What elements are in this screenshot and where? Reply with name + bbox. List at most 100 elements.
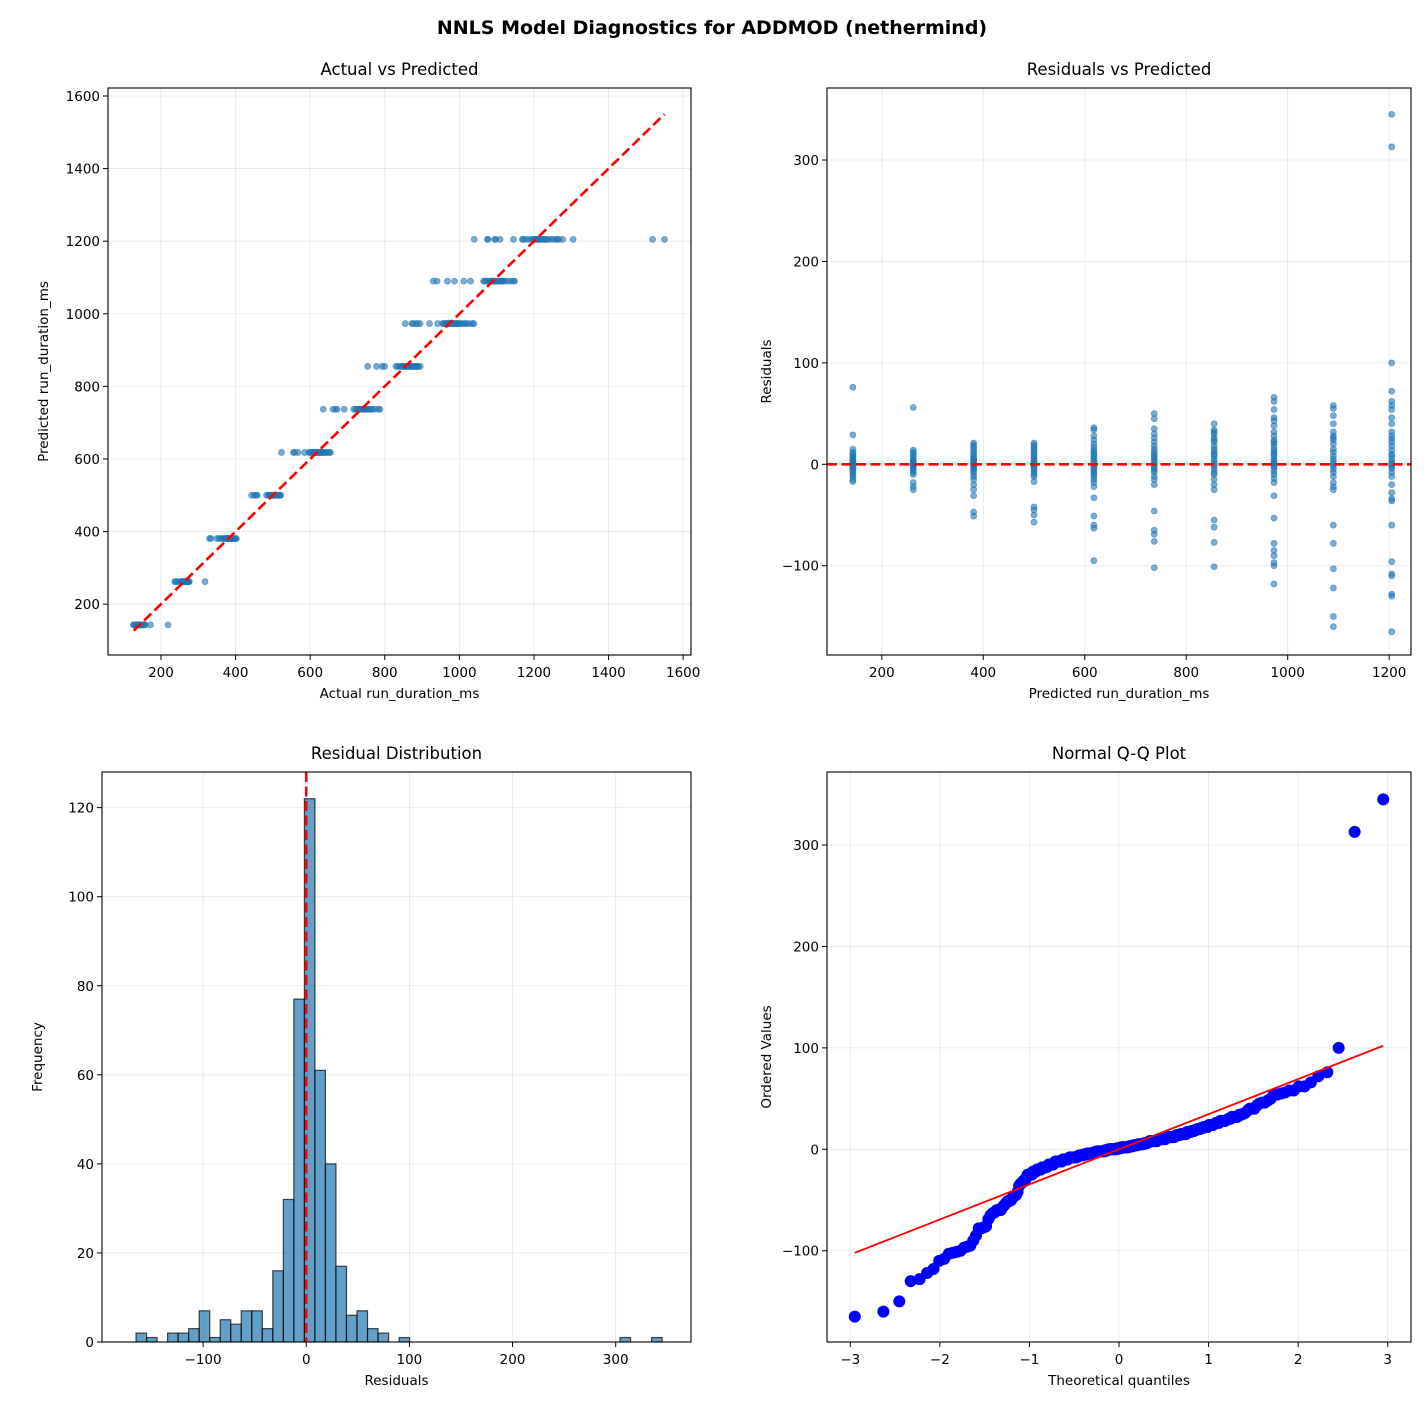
data-point — [1388, 420, 1396, 428]
histogram-bar — [209, 1336, 221, 1342]
data-point — [1030, 511, 1038, 519]
x-tick-label: 200 — [148, 665, 174, 681]
data-point — [1210, 420, 1218, 428]
data-point — [1388, 592, 1396, 600]
histogram-bar — [366, 1328, 379, 1342]
x-tick-label: −1 — [1019, 1352, 1039, 1368]
data-point — [206, 535, 213, 542]
histogram-bar — [167, 1332, 179, 1342]
x-tick-label: 1200 — [517, 665, 551, 681]
axes-frame — [826, 771, 1412, 1343]
histogram-bar — [272, 1270, 284, 1342]
y-tick-label: 100 — [793, 1041, 819, 1057]
x-tick-label: 1200 — [1372, 665, 1406, 681]
data-point — [467, 277, 474, 285]
data-point — [329, 405, 337, 413]
data-point — [510, 235, 517, 243]
y-tick-label: 60 — [77, 1068, 94, 1084]
histogram-bar — [377, 1332, 390, 1342]
data-point — [392, 363, 400, 370]
data-point — [1388, 481, 1396, 488]
data-point — [378, 363, 386, 370]
data-point — [1090, 557, 1098, 565]
x-axis-label: Residuals — [364, 1373, 428, 1389]
data-point — [1150, 415, 1158, 423]
data-point — [1388, 143, 1396, 151]
data-point — [1388, 558, 1396, 566]
histogram-bar — [135, 1332, 148, 1342]
histogram-bar — [198, 1310, 211, 1342]
data-point — [1329, 486, 1337, 494]
qq-fit-line — [854, 1044, 1384, 1254]
data-point — [1388, 110, 1396, 118]
panel-normal_qq: −3 −2 −1 0 1 2 3 −100 0 100 200 300 Normal Q-Q Plot T… — [759, 744, 1412, 1389]
data-point — [1329, 473, 1337, 480]
data-point — [263, 491, 270, 499]
data-point — [213, 535, 221, 542]
y-tick-label: 1400 — [66, 162, 100, 178]
x-tick-label: 2 — [1294, 1352, 1303, 1368]
data-point — [340, 405, 348, 413]
histogram-bar — [177, 1332, 190, 1342]
data-point — [1388, 406, 1396, 413]
data-point — [1329, 584, 1337, 592]
x-tick-label: 1000 — [1271, 665, 1305, 681]
y-tick-label: 1600 — [66, 89, 100, 105]
y-tick-label: 100 — [793, 356, 819, 372]
histogram-bar — [314, 1069, 327, 1342]
data-point — [1270, 479, 1278, 486]
y-tick-label: 80 — [77, 979, 94, 995]
data-point — [1150, 507, 1158, 515]
data-point — [1210, 523, 1218, 531]
data-point — [1090, 512, 1098, 520]
y-tick-label: 200 — [793, 254, 819, 270]
histogram-bar — [145, 1336, 158, 1342]
x-tick-label: 200 — [500, 1352, 526, 1368]
qq-point — [848, 1310, 861, 1323]
x-tick-label: 300 — [603, 1352, 629, 1368]
panel-title: Residual Distribution — [311, 744, 482, 763]
data-point — [970, 512, 978, 520]
x-tick-label: 200 — [869, 665, 895, 681]
y-tick-label: 20 — [77, 1246, 94, 1262]
data-point — [1329, 623, 1337, 630]
data-point — [1388, 572, 1396, 580]
histogram-bar — [240, 1310, 253, 1342]
x-tick-label: 100 — [397, 1352, 423, 1368]
y-tick-label: −100 — [782, 1244, 819, 1260]
data-point — [1270, 562, 1278, 570]
data-point — [1329, 565, 1337, 573]
data-point — [1090, 524, 1098, 532]
histogram-bar — [335, 1265, 348, 1342]
data-point — [1270, 580, 1278, 588]
data-point — [1090, 494, 1098, 502]
y-tick-label: 1200 — [66, 234, 100, 250]
qq-point — [1348, 825, 1361, 838]
data-point — [1210, 516, 1218, 524]
data-point — [460, 277, 468, 285]
data-point — [434, 320, 442, 327]
data-point — [350, 405, 358, 413]
data-point — [1388, 359, 1396, 367]
data-point — [1030, 478, 1038, 485]
data-point — [164, 621, 172, 629]
histogram-bar — [324, 1163, 337, 1342]
x-tick-label: −2 — [930, 1352, 950, 1368]
data-point — [289, 449, 297, 456]
data-point — [1150, 530, 1158, 538]
panel-actual_vs_predicted: 200 400 600 800 1000 1200 1400 1600 200 400 600 800… — [36, 60, 700, 702]
qq-point — [1332, 1041, 1345, 1054]
panel-title: Normal Q-Q Plot — [1052, 744, 1187, 763]
data-point — [483, 235, 491, 243]
histogram-bar — [398, 1336, 411, 1342]
histogram-bar — [345, 1314, 358, 1342]
data-point — [491, 235, 499, 243]
qq-point — [877, 1305, 890, 1318]
data-point — [201, 578, 209, 586]
panel-residuals_vs_predicted: 200 400 600 800 1000 1200 −100 0 100 200 300 Residu… — [759, 60, 1412, 702]
data-point — [1329, 521, 1337, 529]
panel-residual_distribution: −100 0 100 200 300 0 20 40 60 80 100 120 Residual Di… — [30, 744, 692, 1389]
y-axis-label: Residuals — [759, 339, 775, 403]
x-axis-label: Actual run_duration_ms — [320, 686, 480, 702]
